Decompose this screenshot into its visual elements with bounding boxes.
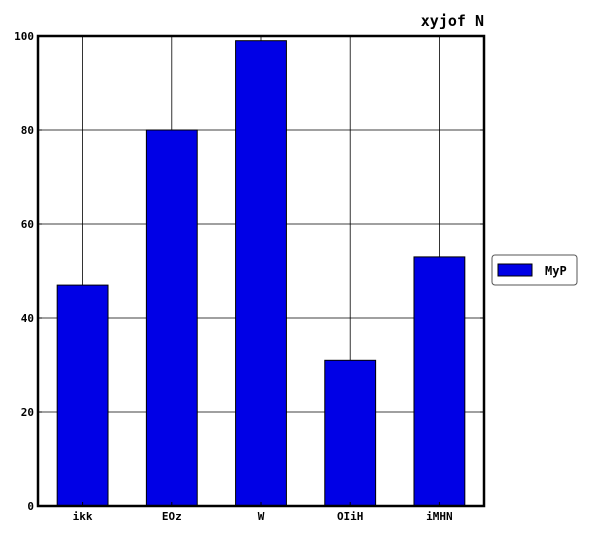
bar-EOz xyxy=(145,129,198,507)
y-tick-label: 0 xyxy=(27,500,34,513)
legend-box xyxy=(491,254,578,286)
plot-frame xyxy=(36,34,486,508)
chart-title: xyjof N xyxy=(421,12,484,30)
legend: MyP xyxy=(491,254,578,286)
bar-W xyxy=(235,40,287,507)
y-tick-label: 60 xyxy=(21,218,34,231)
axes-group: 0 20 40 60 80 100 ikk EOz W OIiH iMHN xyxy=(14,30,486,523)
y-tick-label: 80 xyxy=(21,124,34,137)
y-tick-label: 100 xyxy=(14,30,34,43)
bar-iMHN xyxy=(413,256,466,507)
x-tick-label: W xyxy=(258,510,265,523)
legend-label: MyP xyxy=(545,264,567,278)
x-tick-label: EOz xyxy=(162,510,182,523)
bars-group xyxy=(56,40,466,507)
x-tick-label: OIiH xyxy=(337,510,364,523)
bar-ikk xyxy=(56,284,109,507)
bar-OIiH xyxy=(324,359,377,507)
legend-swatch xyxy=(497,263,533,277)
x-tick-label: ikk xyxy=(73,510,93,523)
y-tick-label: 40 xyxy=(21,312,34,325)
x-tick-label: iMHN xyxy=(426,510,453,523)
y-tick-label: 20 xyxy=(21,406,34,419)
